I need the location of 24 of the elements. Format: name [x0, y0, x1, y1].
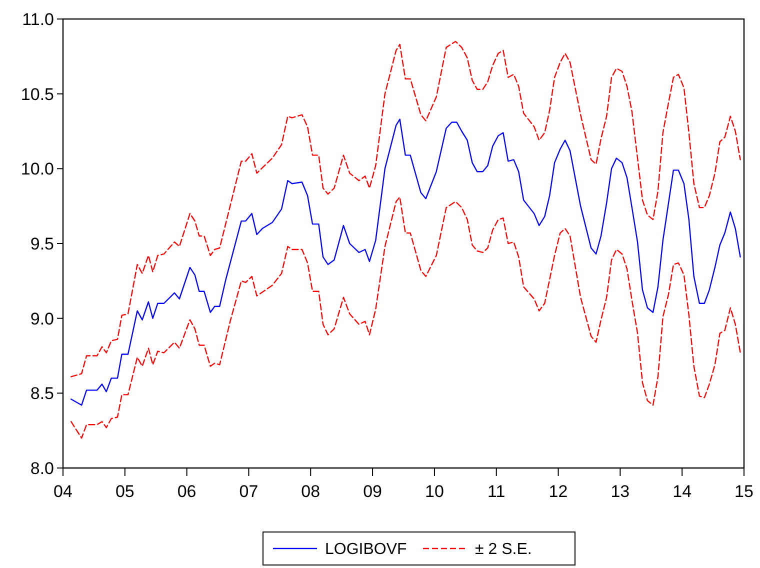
y-tick-label: 9.5 — [30, 234, 54, 254]
y-tick-label: 8.0 — [30, 458, 54, 478]
line-series — [70, 118, 741, 406]
y-tick-label: 11.0 — [22, 10, 54, 29]
x-tick-label: 06 — [177, 482, 196, 501]
x-tick-label: 13 — [610, 482, 630, 501]
x-tick-label: 05 — [115, 482, 134, 501]
x-tick-label: 14 — [672, 482, 692, 501]
x-tick-label: 15 — [734, 482, 754, 501]
line-series — [70, 40, 741, 378]
x-tick-label: 04 — [54, 482, 72, 501]
y-tick-label: 8.5 — [30, 384, 54, 404]
x-tick-label: 10 — [424, 482, 444, 501]
y-tick-label: 10.5 — [20, 84, 54, 104]
x-tick-label: 08 — [301, 482, 320, 501]
x-tick-label: 09 — [363, 482, 382, 501]
y-tick-label: 9.0 — [30, 309, 54, 328]
x-tick-label: 11 — [488, 482, 506, 501]
legend-label: LOGIBOVF — [325, 541, 408, 558]
x-tick-label: 07 — [239, 482, 258, 501]
legend-label: ± 2 S.E. — [475, 541, 532, 558]
x-tick-label: 12 — [548, 482, 568, 501]
line-series — [70, 196, 741, 439]
y-tick-label: 10.0 — [20, 160, 54, 179]
